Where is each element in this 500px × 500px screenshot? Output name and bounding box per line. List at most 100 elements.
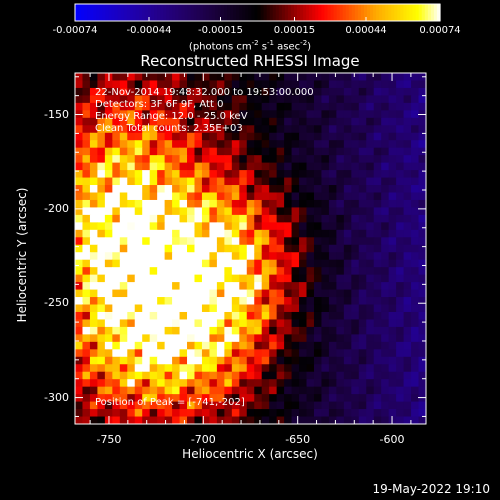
heatmap-cell: [269, 140, 278, 149]
heatmap-cell: [104, 140, 113, 149]
heatmap-cell: [209, 371, 218, 380]
heatmap-cell: [313, 319, 322, 328]
heatmap-cell: [231, 386, 240, 395]
heatmap-cell: [149, 125, 158, 134]
heatmap-cell: [89, 125, 98, 134]
heatmap-cell: [358, 185, 367, 193]
heatmap-cell: [328, 95, 337, 104]
heatmap-cell: [351, 244, 360, 253]
heatmap-cell: [157, 379, 166, 388]
heatmap-cell: [299, 304, 308, 313]
heatmap-cell: [284, 132, 293, 141]
heatmap-cell: [231, 162, 240, 171]
heatmap-cell: [321, 87, 330, 96]
heatmap-cell: [134, 132, 143, 141]
heatmap-cell: [343, 356, 352, 365]
heatmap-cell: [373, 147, 382, 156]
heatmap-cell: [366, 155, 375, 164]
heatmap-cell: [276, 229, 285, 238]
heatmap-cell: [276, 214, 285, 223]
heatmap-cell: [75, 311, 83, 320]
heatmap-cell: [127, 244, 136, 253]
heatmap-cell: [381, 379, 390, 388]
heatmap-cell: [201, 110, 210, 119]
heatmap-cell: [112, 132, 121, 141]
heatmap-cell: [381, 394, 390, 403]
heatmap-cell: [403, 311, 412, 320]
heatmap-cell: [201, 282, 210, 291]
heatmap-cell: [291, 207, 300, 216]
heatmap-cell: [254, 334, 263, 343]
heatmap-cell: [119, 341, 128, 350]
heatmap-cell: [209, 117, 218, 126]
heatmap-cell: [343, 401, 352, 410]
heatmap-cell: [366, 214, 375, 223]
heatmap-cell: [313, 102, 322, 111]
heatmap-cell: [403, 155, 412, 164]
heatmap-cell: [127, 364, 136, 373]
heatmap-cell: [112, 297, 121, 306]
heatmap-cell: [306, 297, 315, 306]
heatmap-cell: [201, 297, 210, 306]
heatmap-cell: [134, 229, 143, 238]
heatmap-cell: [269, 304, 278, 313]
heatmap-cell: [388, 222, 397, 231]
heatmap-cell: [306, 386, 315, 395]
heatmap-cell: [313, 289, 322, 298]
heatmap-cell: [396, 87, 405, 96]
heatmap-cell: [358, 80, 367, 89]
heatmap-cell: [75, 259, 83, 268]
heatmap-cell: [239, 334, 248, 343]
heatmap-cell: [351, 147, 360, 156]
heatmap-cell: [396, 222, 405, 231]
heatmap-cell: [187, 214, 195, 223]
colorbar-swatch: [132, 4, 137, 21]
heatmap-cell: [336, 356, 345, 365]
heatmap-cell: [373, 334, 382, 343]
heatmap-cell: [97, 237, 106, 246]
heatmap-cell: [231, 95, 240, 104]
heatmap-cell: [172, 356, 181, 365]
heatmap-cell: [276, 267, 285, 276]
heatmap-cell: [149, 102, 158, 111]
heatmap-cell: [388, 267, 397, 276]
heatmap-cell: [82, 379, 91, 388]
heatmap-cell: [388, 237, 397, 246]
heatmap-cell: [358, 259, 367, 268]
heatmap-cell: [194, 356, 203, 365]
heatmap-cell: [411, 170, 420, 179]
heatmap-cell: [172, 177, 181, 186]
colorbar-swatch: [379, 4, 383, 21]
heatmap-cell: [418, 192, 427, 201]
heatmap-cell: [134, 125, 143, 134]
heatmap-cell: [172, 379, 181, 388]
heatmap-cell: [336, 409, 345, 418]
heatmap-cell: [216, 252, 225, 261]
heatmap-cell: [418, 311, 427, 320]
heatmap-cell: [246, 371, 255, 380]
heatmap-cell: [172, 214, 181, 223]
heatmap-cell: [254, 252, 263, 261]
heatmap-cell: [224, 237, 233, 246]
heatmap-cell: [201, 379, 210, 388]
heatmap-cell: [269, 416, 278, 425]
heatmap-cell: [142, 177, 151, 186]
heatmap-cell: [149, 409, 158, 418]
heatmap-cell: [97, 267, 106, 276]
colorbar-swatch: [281, 4, 286, 21]
heatmap-cell: [216, 80, 225, 89]
heatmap-cell: [239, 177, 248, 186]
heatmap-cell: [284, 229, 293, 238]
heatmap-cell: [224, 80, 233, 89]
heatmap-cell: [351, 379, 360, 388]
heatmap-cell: [172, 326, 181, 335]
heatmap-cell: [142, 267, 151, 276]
heatmap-cell: [201, 192, 210, 201]
heatmap-cell: [179, 132, 188, 141]
heatmap-cell: [172, 416, 181, 425]
heatmap-cell: [366, 319, 375, 328]
heatmap-cell: [269, 289, 278, 298]
heatmap-cell: [119, 267, 128, 276]
heatmap-cell: [276, 416, 285, 425]
heatmap-cell: [239, 274, 248, 283]
